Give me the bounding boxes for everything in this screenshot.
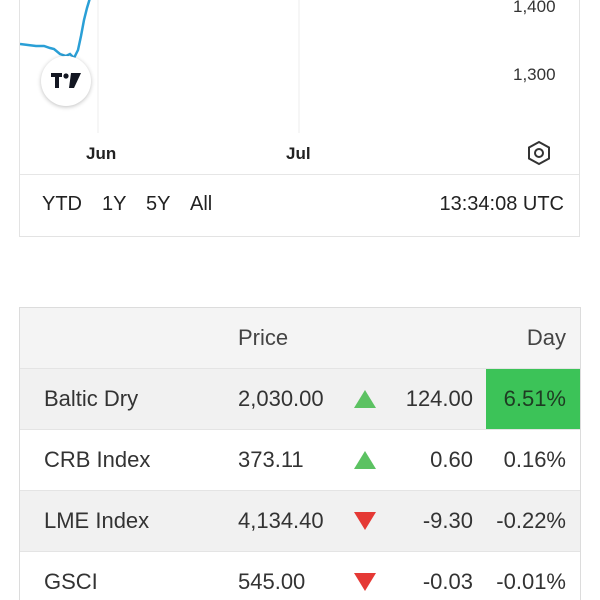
range-button-ytd[interactable]: YTD [42,193,82,215]
hexagon-gear-icon[interactable] [526,140,552,166]
instrument-change: 0.60 [430,447,473,472]
table-row[interactable]: CRB Index 373.11 0.60 0.16% [20,430,580,491]
down-arrow-icon [350,552,380,600]
tradingview-logo-icon[interactable] [41,56,91,106]
instrument-name: CRB Index [44,447,151,472]
instrument-price: 4,134.40 [238,508,324,533]
instrument-price: 545.00 [238,569,306,594]
table-row[interactable]: LME Index 4,134.40 -9.30 -0.22% [20,491,580,552]
instrument-change: -0.03 [422,569,473,594]
day-column-header: Day [526,325,566,350]
table-header-row: Price Day [20,308,580,369]
instrument-day-percent: 0.16% [503,447,566,472]
instrument-price: 373.11 [238,447,304,472]
last-update-timestamp: 13:34:08 UTC [439,193,564,215]
table-row[interactable]: GSCI 545.00 -0.03 -0.01% [20,552,580,600]
range-button-all[interactable]: All [190,193,213,215]
price-chart-card: 1,400 1,300 Jun Jul YTD 1Y 5Y All 13:34:… [19,0,580,237]
x-tick-label: Jul [286,144,311,163]
instrument-day-percent: -0.01% [496,569,566,594]
y-tick-label: 1,300 [513,65,556,84]
range-selector-bar: YTD 1Y 5Y All 13:34:08 UTC [20,174,579,236]
up-arrow-icon [350,369,380,429]
instrument-day-percent: 6.51% [486,369,580,429]
price-line-series [20,0,91,61]
instrument-change: -9.30 [422,508,473,533]
price-column-header: Price [238,325,289,350]
instrument-price: 2,030.00 [238,386,324,411]
instrument-name: Baltic Dry [44,386,139,411]
y-tick-label: 1,400 [513,0,556,16]
x-tick-label: Jun [86,144,117,163]
instrument-name: GSCI [44,569,98,594]
instrument-name: LME Index [44,508,150,533]
up-arrow-icon [350,430,380,490]
instrument-day-percent: -0.22% [496,508,566,533]
down-arrow-icon [350,491,380,551]
range-button-1y[interactable]: 1Y [102,193,127,215]
commodity-quote-table: Price Day Baltic Dry 2,030.00 124.00 6.5… [19,307,581,600]
range-button-5y[interactable]: 5Y [146,193,171,215]
instrument-change: 124.00 [405,386,473,411]
table-row[interactable]: Baltic Dry 2,030.00 124.00 6.51% [20,369,580,430]
